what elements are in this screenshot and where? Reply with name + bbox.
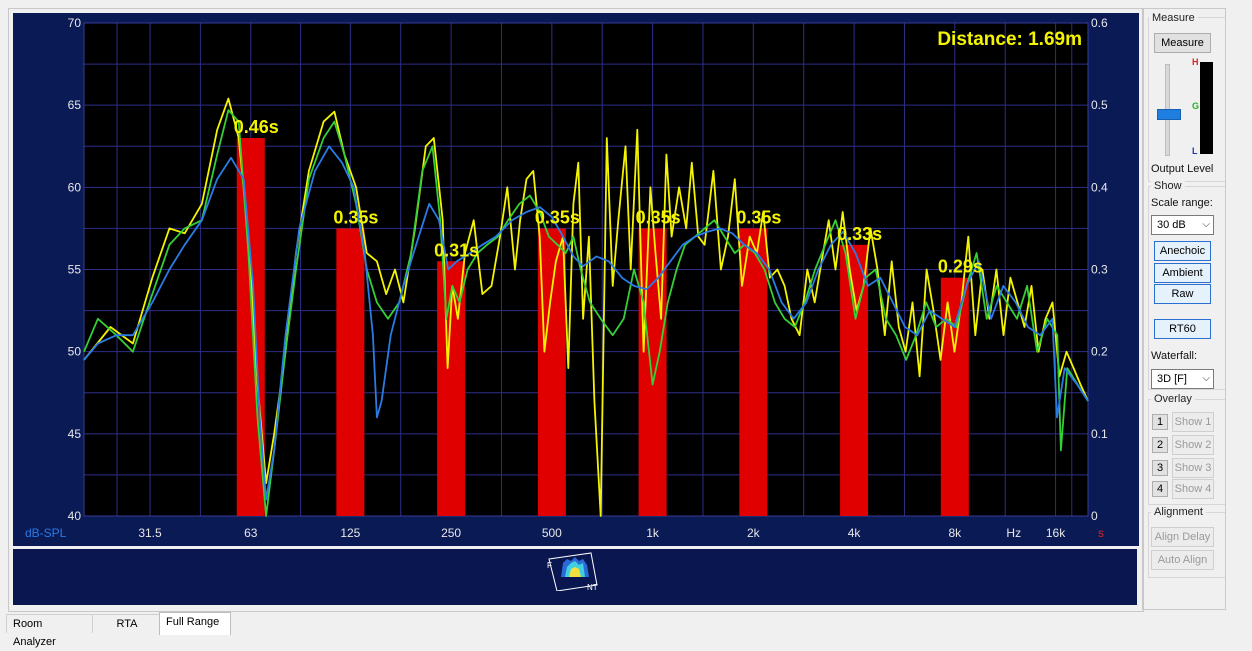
- raw-button[interactable]: Raw: [1154, 284, 1211, 304]
- rt60-value-label: 0.46s: [234, 117, 279, 137]
- overlay-group-title: Overlay: [1151, 393, 1195, 405]
- y2-tick-label: 0.3: [1091, 263, 1108, 277]
- y-tick-label: 70: [68, 16, 82, 30]
- y-tick-label: 65: [68, 98, 82, 112]
- rt60-value-label: 0.35s: [535, 207, 580, 227]
- tab-room-analyzer[interactable]: Room Analyzer: [6, 614, 93, 648]
- waterfall-thumbnail[interactable]: F NT: [547, 551, 599, 591]
- chevron-down-icon: ⌵: [1202, 373, 1210, 384]
- align-delay-button[interactable]: Align Delay: [1151, 527, 1214, 547]
- overlay-2-show-button[interactable]: Show 2: [1172, 435, 1214, 455]
- scale-range-select[interactable]: 30 dB ⌵: [1151, 215, 1214, 235]
- rt60-bar: [940, 277, 969, 516]
- y2-tick-label: 0: [1091, 509, 1098, 523]
- y2-tick-label: 0.1: [1091, 427, 1108, 441]
- overlay-4-number[interactable]: 4: [1152, 481, 1168, 497]
- overlay-4-show-button[interactable]: Show 4: [1172, 479, 1214, 499]
- meter-low-label: L: [1192, 146, 1198, 156]
- thumbnail-right-label: NT: [587, 583, 598, 591]
- y-tick-label: 60: [68, 180, 82, 194]
- rt60-value-label: 0.31s: [434, 240, 479, 260]
- chevron-down-icon: ⌵: [1202, 219, 1210, 230]
- scale-range-value: 30 dB: [1157, 219, 1186, 231]
- rt60-bar: [336, 228, 365, 516]
- y2-tick-label: 0.6: [1091, 16, 1108, 30]
- x-tick-label: 31.5: [138, 526, 162, 540]
- y2-tick-label: 0.4: [1091, 180, 1108, 194]
- overlay-2-number[interactable]: 2: [1152, 437, 1168, 453]
- waterfall-value: 3D [F]: [1157, 373, 1187, 385]
- overlay-1-number[interactable]: 1: [1152, 414, 1168, 430]
- ambient-button[interactable]: Ambient: [1154, 263, 1211, 283]
- x-tick-label: 1k: [646, 526, 660, 540]
- overlay-1-show-button[interactable]: Show 1: [1172, 412, 1214, 432]
- y-unit-label: dB-SPL: [25, 526, 67, 540]
- alignment-group-title: Alignment: [1151, 506, 1206, 518]
- rt60-value-label: 0.33s: [837, 224, 882, 244]
- app-window: 0.46s 0.35s 0.31s 0.35s 0.35s 0.35s 0.33s 0.29s…: [6, 8, 1226, 648]
- plot-border: [83, 22, 1089, 517]
- x-tick-label: 2k: [747, 526, 761, 540]
- y2-unit-label: s: [1098, 526, 1104, 540]
- output-level-slider[interactable]: [1157, 64, 1181, 156]
- auto-align-button[interactable]: Auto Align: [1151, 550, 1214, 570]
- response-series-line: [83, 97, 1089, 517]
- slider-thumb[interactable]: [1157, 109, 1181, 120]
- x-tick-label: 63: [244, 526, 258, 540]
- y2-tick-label: 0.5: [1091, 98, 1108, 112]
- meter-good-label: G: [1192, 101, 1200, 111]
- x-unit-label: Hz: [1006, 526, 1021, 540]
- measure-button[interactable]: Measure: [1154, 33, 1211, 53]
- x-tick-label: 250: [441, 526, 461, 540]
- output-level-label: Output Level: [1151, 163, 1214, 175]
- y-tick-label: 45: [68, 427, 82, 441]
- scale-range-label: Scale range:: [1151, 197, 1213, 209]
- x-tick-label: 4k: [848, 526, 862, 540]
- meter-high-label: H: [1192, 57, 1199, 67]
- overlay-3-show-button[interactable]: Show 3: [1172, 458, 1214, 478]
- rt60-button[interactable]: RT60: [1154, 319, 1211, 339]
- rt60-value-label: 0.35s: [636, 207, 681, 227]
- show-group-title: Show: [1151, 180, 1185, 192]
- waterfall-thumbnail-strip: F NT: [13, 549, 1137, 605]
- x-tick-label: 8k: [948, 526, 962, 540]
- rt60-value-label: 0.29s: [938, 257, 983, 277]
- x-tick-label: 125: [340, 526, 360, 540]
- y-tick-label: 50: [68, 345, 82, 359]
- output-level-meter: [1200, 62, 1213, 154]
- overlay-3-number[interactable]: 3: [1152, 460, 1168, 476]
- rt60-value-label: 0.35s: [736, 207, 781, 227]
- frequency-response-chart: 0.46s 0.35s 0.31s 0.35s 0.35s 0.35s 0.33s 0.29s…: [13, 13, 1139, 546]
- tab-full-range[interactable]: Full Range: [159, 612, 231, 635]
- y2-tick-label: 0.2: [1091, 345, 1108, 359]
- distance-label: Distance: 1.69m: [937, 29, 1082, 50]
- thumbnail-left-label: F: [547, 561, 552, 570]
- y-tick-label: 55: [68, 263, 82, 277]
- y-tick-label: 40: [68, 509, 82, 523]
- x-tick-label: 500: [542, 526, 562, 540]
- tab-rta[interactable]: RTA: [92, 614, 162, 633]
- rt60-value-label: 0.35s: [333, 207, 378, 227]
- response-series-line: [83, 145, 1089, 501]
- response-series-line: [83, 109, 1089, 517]
- x-tick-label: 16k: [1046, 526, 1066, 540]
- waterfall-label: Waterfall:: [1151, 350, 1198, 362]
- anechoic-button[interactable]: Anechoic: [1154, 241, 1211, 261]
- waterfall-select[interactable]: 3D [F] ⌵: [1151, 369, 1214, 389]
- chart-svg: 0.46s 0.35s 0.31s 0.35s 0.35s 0.35s 0.33s 0.29s…: [25, 16, 1108, 540]
- measure-group-title: Measure: [1149, 12, 1198, 24]
- rt60-bar: [537, 228, 566, 516]
